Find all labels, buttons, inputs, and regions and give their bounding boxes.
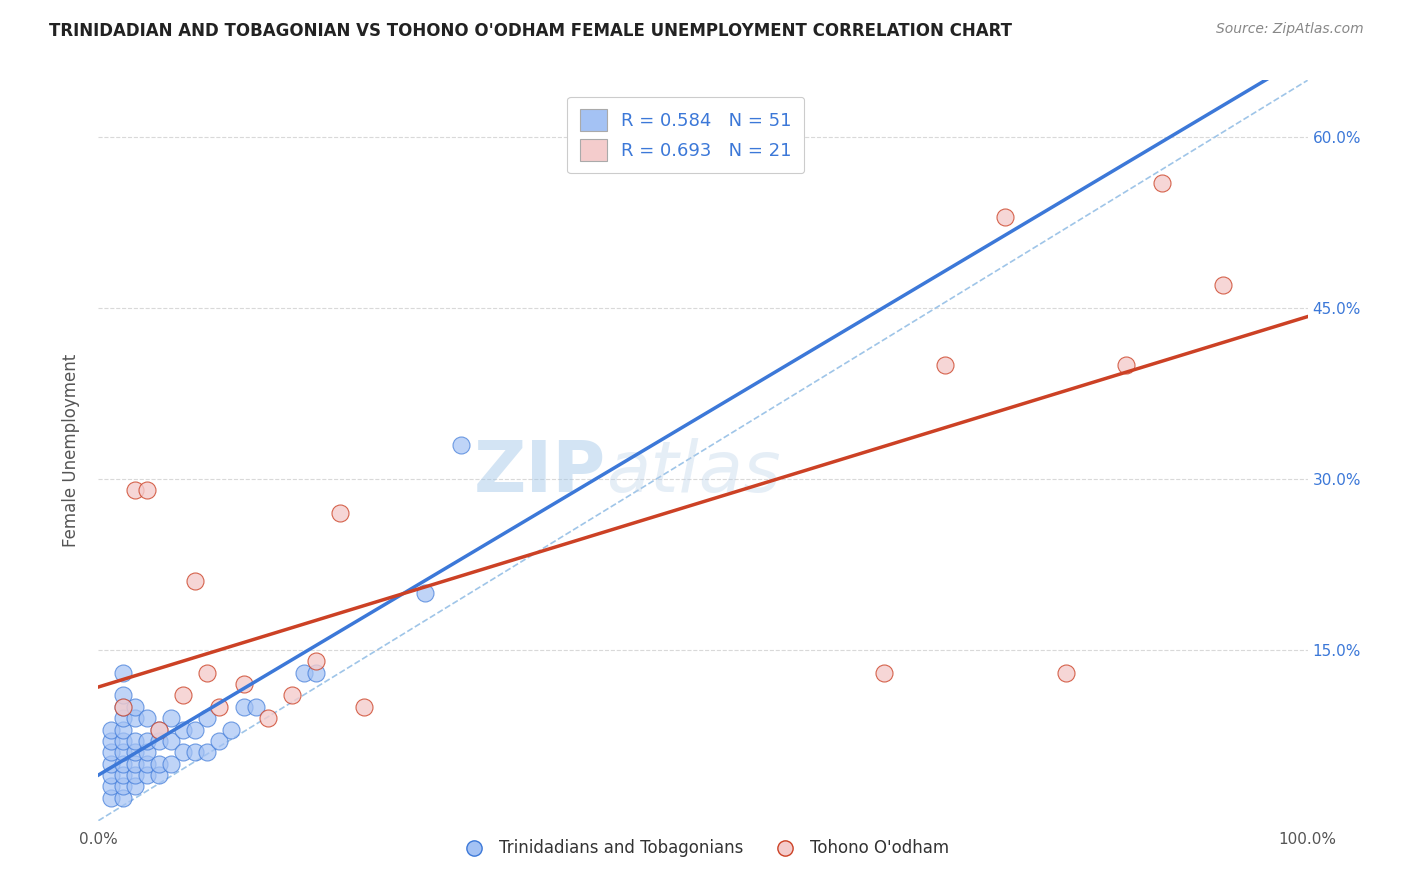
Point — [135, 756, 157, 771]
Point — [232, 677, 254, 691]
Point — [1212, 278, 1234, 293]
Point — [124, 756, 146, 771]
Point — [172, 723, 194, 737]
Point — [111, 699, 134, 714]
Point — [172, 745, 194, 759]
Point — [413, 586, 436, 600]
Legend: Trinidadians and Tobagonians, Tohono O'odham: Trinidadians and Tobagonians, Tohono O'o… — [450, 833, 956, 864]
Point — [148, 756, 170, 771]
Point — [305, 654, 328, 668]
Point — [256, 711, 278, 725]
Point — [124, 699, 146, 714]
Point — [135, 711, 157, 725]
Point — [100, 734, 122, 748]
Y-axis label: Female Unemployment: Female Unemployment — [62, 354, 80, 547]
Text: ZIP: ZIP — [474, 438, 606, 508]
Point — [124, 768, 146, 782]
Point — [353, 699, 375, 714]
Point — [111, 790, 134, 805]
Point — [135, 768, 157, 782]
Point — [195, 665, 218, 680]
Point — [135, 734, 157, 748]
Point — [100, 790, 122, 805]
Point — [111, 780, 134, 794]
Point — [160, 711, 183, 725]
Point — [124, 780, 146, 794]
Point — [111, 689, 134, 703]
Point — [208, 734, 231, 748]
Point — [148, 768, 170, 782]
Point — [195, 711, 218, 725]
Point — [195, 745, 218, 759]
Point — [221, 723, 243, 737]
Point — [148, 723, 170, 737]
Point — [184, 745, 207, 759]
Point — [135, 745, 157, 759]
Point — [873, 665, 896, 680]
Point — [1054, 665, 1077, 680]
Point — [100, 756, 122, 771]
Point — [100, 745, 122, 759]
Point — [1115, 358, 1137, 372]
Point — [148, 723, 170, 737]
Point — [292, 665, 315, 680]
Point — [281, 689, 304, 703]
Point — [111, 756, 134, 771]
Point — [160, 734, 183, 748]
Point — [100, 780, 122, 794]
Point — [111, 745, 134, 759]
Point — [124, 734, 146, 748]
Point — [111, 711, 134, 725]
Point — [111, 734, 134, 748]
Point — [329, 506, 352, 520]
Point — [160, 756, 183, 771]
Text: Source: ZipAtlas.com: Source: ZipAtlas.com — [1216, 22, 1364, 37]
Point — [148, 734, 170, 748]
Point — [208, 699, 231, 714]
Point — [100, 723, 122, 737]
Point — [135, 483, 157, 498]
Point — [172, 689, 194, 703]
Point — [111, 768, 134, 782]
Point — [305, 665, 328, 680]
Point — [994, 210, 1017, 224]
Point — [184, 723, 207, 737]
Point — [124, 483, 146, 498]
Point — [245, 699, 267, 714]
Point — [124, 745, 146, 759]
Point — [111, 699, 134, 714]
Point — [111, 723, 134, 737]
Point — [184, 574, 207, 589]
Point — [124, 711, 146, 725]
Point — [111, 665, 134, 680]
Text: TRINIDADIAN AND TOBAGONIAN VS TOHONO O'ODHAM FEMALE UNEMPLOYMENT CORRELATION CHA: TRINIDADIAN AND TOBAGONIAN VS TOHONO O'O… — [49, 22, 1012, 40]
Point — [934, 358, 956, 372]
Point — [100, 768, 122, 782]
Point — [1152, 176, 1174, 190]
Point — [450, 438, 472, 452]
Text: atlas: atlas — [606, 438, 780, 508]
Point — [232, 699, 254, 714]
